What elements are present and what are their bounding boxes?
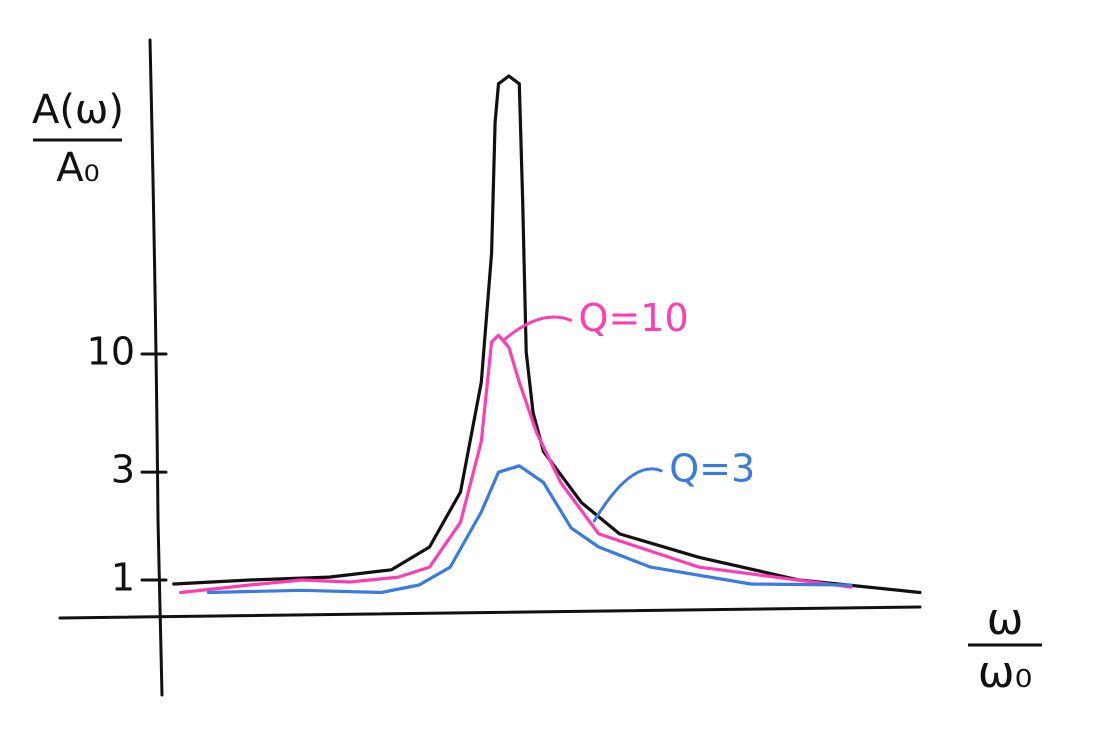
y-tick-label: 1	[111, 555, 135, 599]
x-axis	[58, 605, 922, 620]
label-leader	[592, 467, 663, 523]
curve	[206, 464, 853, 595]
y-label-denominator: A₀	[56, 145, 99, 191]
curve	[179, 333, 853, 595]
curve	[172, 74, 922, 595]
x-label-denominator: ω₀	[978, 647, 1032, 698]
x-label-numerator: ω	[987, 594, 1024, 645]
y-tick-label: 10	[87, 330, 135, 374]
label-leader	[502, 315, 573, 342]
series-label: Q=3	[669, 446, 755, 490]
y-label-numerator: A(ω)	[32, 87, 124, 133]
plot: 1 3 10 Q=10 Q=3	[87, 74, 922, 599]
y-tick-label: 3	[111, 448, 135, 492]
series-label: Q=10	[579, 296, 689, 340]
y-axis	[148, 38, 164, 697]
